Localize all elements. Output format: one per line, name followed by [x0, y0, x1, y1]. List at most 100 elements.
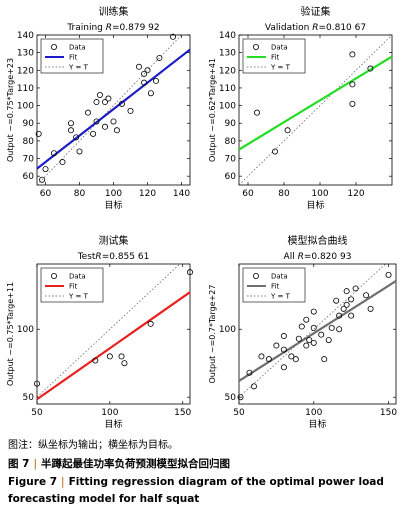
- y-tick-label: 140: [219, 31, 236, 41]
- data-point: [127, 107, 134, 114]
- identity-line: [36, 263, 181, 398]
- data-point: [385, 271, 392, 278]
- data-point: [280, 333, 287, 340]
- x-tick-label: 80: [278, 189, 290, 199]
- data-point: [121, 360, 128, 367]
- data-point: [147, 90, 154, 97]
- data-point: [367, 65, 374, 72]
- data-point: [93, 99, 100, 106]
- data-point: [343, 288, 350, 295]
- y-axis-label: Output ~=0.75*Targe+23: [6, 58, 15, 162]
- data-point: [363, 292, 370, 299]
- data-point: [336, 312, 343, 319]
- chart-title: 模型拟合曲线: [288, 234, 348, 247]
- data-point: [253, 109, 260, 116]
- caption-separator: |: [33, 458, 38, 470]
- legend-identity-label: Y = T: [68, 293, 89, 301]
- chart-panel-1: 训练集 Training R=0.879 92 60 80 100 120 140 60 70 8…: [6, 5, 191, 211]
- identity-line: [238, 263, 386, 398]
- x-tick-label: 100: [101, 408, 118, 418]
- legend-data-marker: [51, 272, 58, 279]
- data-point: [42, 166, 49, 173]
- fit-line: [36, 291, 191, 401]
- data-point: [113, 127, 120, 134]
- y-axis-label: Output ~=0.7*Targe+27: [208, 285, 217, 384]
- y-axis-label: Output ~=0.62*Targe+41: [208, 58, 217, 162]
- data-point: [340, 305, 347, 312]
- figure-caption-en: Figure 7 | Fitting regression diagram of t…: [8, 474, 400, 508]
- x-tick-label: 120: [347, 189, 364, 199]
- legend-data-marker: [252, 272, 259, 279]
- data-point: [284, 127, 291, 134]
- legend-data-marker: [51, 44, 58, 51]
- data-point: [144, 67, 151, 74]
- chart-subtitle: All R=0.820 93: [284, 252, 352, 262]
- x-tick-label: 100: [105, 189, 122, 199]
- y-tick-label: 120: [17, 66, 34, 76]
- chart-title: 测试集: [99, 234, 129, 247]
- data-point: [343, 301, 350, 308]
- y-tick-label: 60: [225, 172, 237, 182]
- data-point: [303, 316, 310, 323]
- x-tick-label: 50: [31, 408, 43, 418]
- data-point: [152, 77, 159, 84]
- data-point: [68, 120, 75, 127]
- data-point: [336, 326, 343, 333]
- chart-subtitle: TestR=0.855 61: [77, 252, 150, 262]
- data-point: [265, 356, 272, 363]
- data-point: [349, 81, 356, 88]
- data-point: [90, 130, 97, 137]
- data-point: [280, 346, 287, 353]
- data-point: [348, 312, 355, 319]
- x-tick-label: 150: [380, 408, 397, 418]
- data-point: [34, 380, 41, 387]
- data-point: [141, 79, 148, 86]
- data-point: [76, 148, 83, 155]
- data-point: [135, 63, 142, 70]
- y-tick-label: 90: [225, 119, 237, 129]
- data-point: [271, 148, 278, 155]
- data-point: [169, 33, 176, 40]
- y-tick-label: 50: [225, 393, 237, 403]
- y-tick-label: 70: [225, 155, 237, 165]
- data-point: [310, 324, 317, 331]
- y-tick-label: 120: [219, 66, 236, 76]
- legend-fit-label: Fit: [271, 283, 279, 291]
- legend-fit-label: Fit: [69, 54, 77, 62]
- data-point: [306, 337, 313, 344]
- data-point: [295, 335, 302, 342]
- chart-subtitle: Validation R=0.810 67: [265, 23, 366, 33]
- data-point: [92, 357, 99, 364]
- identity-line: [238, 34, 393, 186]
- chart-title: 验证集: [301, 5, 331, 18]
- data-point: [68, 127, 75, 134]
- data-point: [102, 123, 109, 130]
- y-tick-label: 60: [23, 172, 35, 182]
- y-tick-label: 130: [17, 49, 34, 59]
- data-point: [280, 364, 287, 371]
- legend-fit-label: Fit: [271, 54, 279, 62]
- fit-line: [238, 280, 397, 382]
- legend-identity-label: Y = T: [68, 64, 89, 72]
- data-point: [246, 369, 253, 376]
- data-point: [303, 342, 310, 349]
- x-tick-label: 100: [311, 189, 328, 199]
- x-axis-label: 目标: [308, 418, 326, 430]
- y-tick-label: 110: [17, 84, 34, 94]
- legend-fit-label: Fit: [69, 283, 77, 291]
- y-tick-label: 100: [17, 102, 34, 112]
- data-point: [318, 331, 325, 338]
- x-tick-label: 60: [40, 189, 52, 199]
- y-tick-label: 100: [17, 325, 34, 335]
- x-tick-label: 120: [139, 189, 156, 199]
- data-point: [352, 285, 359, 292]
- data-point: [156, 54, 163, 61]
- data-point: [325, 337, 332, 344]
- y-tick-label: 100: [219, 102, 236, 112]
- data-point: [273, 342, 280, 349]
- data-point: [96, 92, 103, 99]
- data-point: [141, 70, 148, 77]
- regression-figure: 训练集 Training R=0.879 92 60 80 100 120 140 60 70 8…: [6, 5, 397, 430]
- y-tick-label: 140: [17, 31, 34, 41]
